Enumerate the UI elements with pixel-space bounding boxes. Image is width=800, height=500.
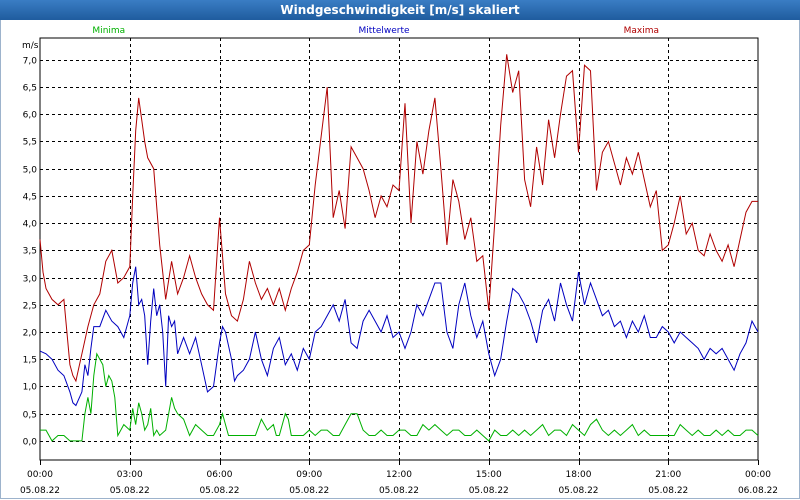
x-tick-date: 05.08.22 <box>558 486 598 496</box>
y-tick-label: 2,0 <box>23 329 38 339</box>
series-lines <box>39 54 759 442</box>
legend: Minima Mittelwerte Maxima <box>92 26 659 36</box>
x-tick-date: 06.08.22 <box>738 486 778 496</box>
y-tick-label: 6,0 <box>23 111 38 121</box>
y-tick-label: 1,5 <box>23 356 37 366</box>
y-axis-ticks: 0,0 0,5 1,0 1,5 2,0 2,5 3,0 3,5 4,0 4,5 5,0 5,5 6,0 6… <box>23 57 38 448</box>
grid <box>39 37 759 465</box>
y-tick-label: 5,0 <box>23 166 38 176</box>
legend-minima: Minima <box>92 26 125 36</box>
x-tick-date: 05.08.22 <box>289 486 329 496</box>
window-title: Windgeschwindigkeit [m/s] skaliert <box>0 0 800 20</box>
mittelwerte-line <box>39 266 759 407</box>
x-tick-time: 15:00 <box>476 470 502 480</box>
x-tick-date: 05.08.22 <box>648 486 688 496</box>
y-tick-label: 4,0 <box>23 220 38 230</box>
x-tick-time: 03:00 <box>117 470 143 480</box>
y-tick-label: 0,5 <box>23 411 37 421</box>
x-axis-ticks: 00:00 05.08.22 03:00 05.08.22 06:00 05.08.22 0… <box>20 470 778 496</box>
x-tick-date: 05.08.22 <box>20 486 60 496</box>
y-tick-label: 6,5 <box>23 84 37 94</box>
y-tick-label: 7,0 <box>23 57 38 67</box>
y-tick-label: 5,5 <box>23 138 37 148</box>
y-tick-label: 3,0 <box>23 275 38 285</box>
maxima-line <box>39 54 758 383</box>
x-tick-time: 09:00 <box>296 470 322 480</box>
x-tick-time: 00:00 <box>27 470 53 480</box>
y-axis-label: m/s <box>22 41 39 51</box>
x-tick-time: 21:00 <box>655 470 681 480</box>
y-tick-label: 2,5 <box>23 302 37 312</box>
x-tick-time: 18:00 <box>566 470 592 480</box>
minima-line <box>40 352 759 442</box>
x-tick-time: 12:00 <box>386 470 412 480</box>
x-tick-date: 05.08.22 <box>110 486 150 496</box>
legend-mittelwerte: Mittelwerte <box>359 26 410 36</box>
x-tick-time: 00:00 <box>745 470 771 480</box>
y-tick-label: 3,5 <box>23 247 37 257</box>
x-tick-date: 05.08.22 <box>199 486 239 496</box>
y-tick-label: 4,5 <box>23 193 37 203</box>
x-tick-time: 06:00 <box>207 470 233 480</box>
y-tick-label: 0,0 <box>23 438 38 448</box>
x-tick-date: 05.08.22 <box>379 486 419 496</box>
x-tick-date: 05.08.22 <box>469 486 509 496</box>
y-tick-label: 1,0 <box>23 383 38 393</box>
legend-maxima: Maxima <box>624 26 659 36</box>
